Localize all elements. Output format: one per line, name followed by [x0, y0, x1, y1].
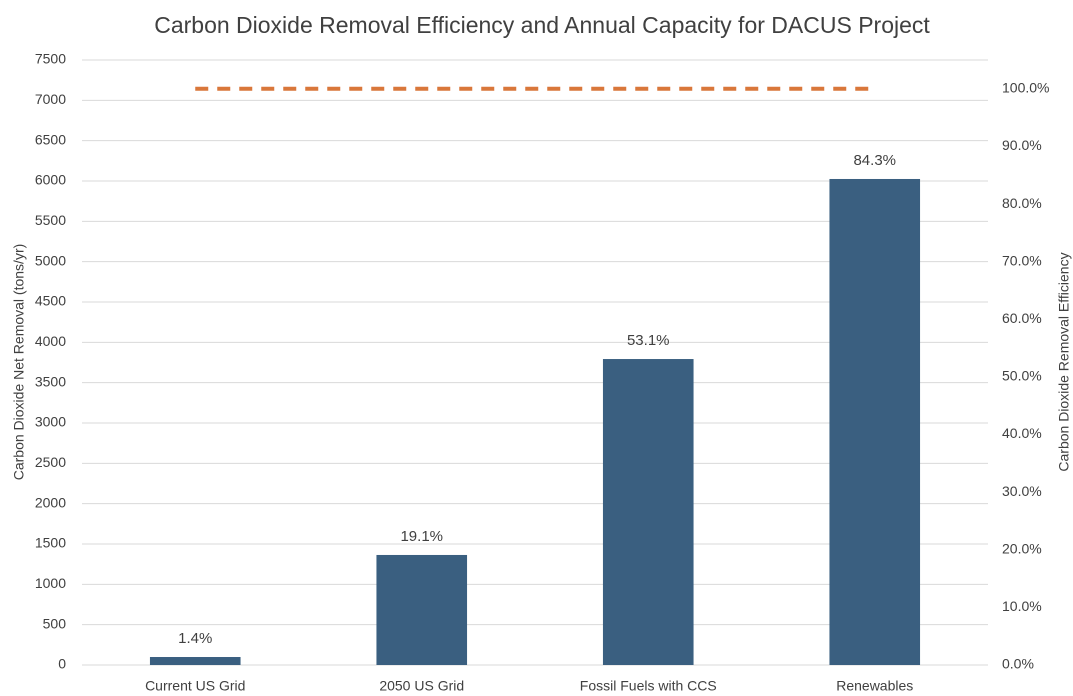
- bar: [829, 178, 921, 665]
- chart-title: Carbon Dioxide Removal Efficiency and An…: [154, 12, 930, 38]
- bar: [376, 554, 468, 665]
- y2-tick-label: 50.0%: [1002, 368, 1042, 384]
- y2-tick-label: 10.0%: [1002, 598, 1042, 614]
- y-tick-label: 4000: [35, 333, 66, 349]
- y-tick-label: 7500: [35, 51, 66, 67]
- bar: [149, 657, 241, 665]
- x-tick-label: Current US Grid: [145, 678, 245, 694]
- y-tick-label: 2000: [35, 494, 66, 510]
- y-tick-label: 5000: [35, 252, 66, 268]
- y-tick-label: 7000: [35, 91, 66, 107]
- data-label: 19.1%: [400, 528, 443, 545]
- y-tick-label: 6500: [35, 131, 66, 147]
- y2-tick-label: 60.0%: [1002, 310, 1042, 326]
- x-tick-label: Renewables: [836, 678, 913, 694]
- y-tick-label: 1500: [35, 535, 66, 551]
- y2-tick-label: 40.0%: [1002, 425, 1042, 441]
- y2-tick-label: 100.0%: [1002, 80, 1049, 96]
- y-tick-label: 500: [43, 615, 67, 631]
- y-tick-label: 3000: [35, 414, 66, 430]
- data-label: 1.4%: [178, 630, 212, 647]
- y-tick-label: 6000: [35, 172, 66, 188]
- y2-tick-label: 90.0%: [1002, 137, 1042, 153]
- y2-tick-label: 80.0%: [1002, 195, 1042, 211]
- x-tick-label: Fossil Fuels with CCS: [580, 678, 717, 694]
- x-tick-label: 2050 US Grid: [379, 678, 464, 694]
- y2-tick-label: 20.0%: [1002, 540, 1042, 556]
- y-tick-label: 1000: [35, 575, 66, 591]
- data-label: 84.3%: [853, 152, 896, 169]
- y-axis-title: Carbon Dioxide Net Removal (tons/yr): [11, 244, 27, 481]
- y2-tick-label: 0.0%: [1002, 656, 1034, 672]
- y2-axis-title: Carbon Dioxide Removal Efficiency: [1056, 252, 1072, 471]
- bar: [602, 359, 694, 665]
- y-tick-label: 0: [58, 656, 66, 672]
- y2-tick-label: 70.0%: [1002, 252, 1042, 268]
- data-label: 53.1%: [627, 332, 670, 349]
- y-tick-label: 3500: [35, 373, 66, 389]
- y2-tick-label: 30.0%: [1002, 483, 1042, 499]
- y-tick-label: 4500: [35, 293, 66, 309]
- y-tick-label: 2500: [35, 454, 66, 470]
- y-tick-label: 5500: [35, 212, 66, 228]
